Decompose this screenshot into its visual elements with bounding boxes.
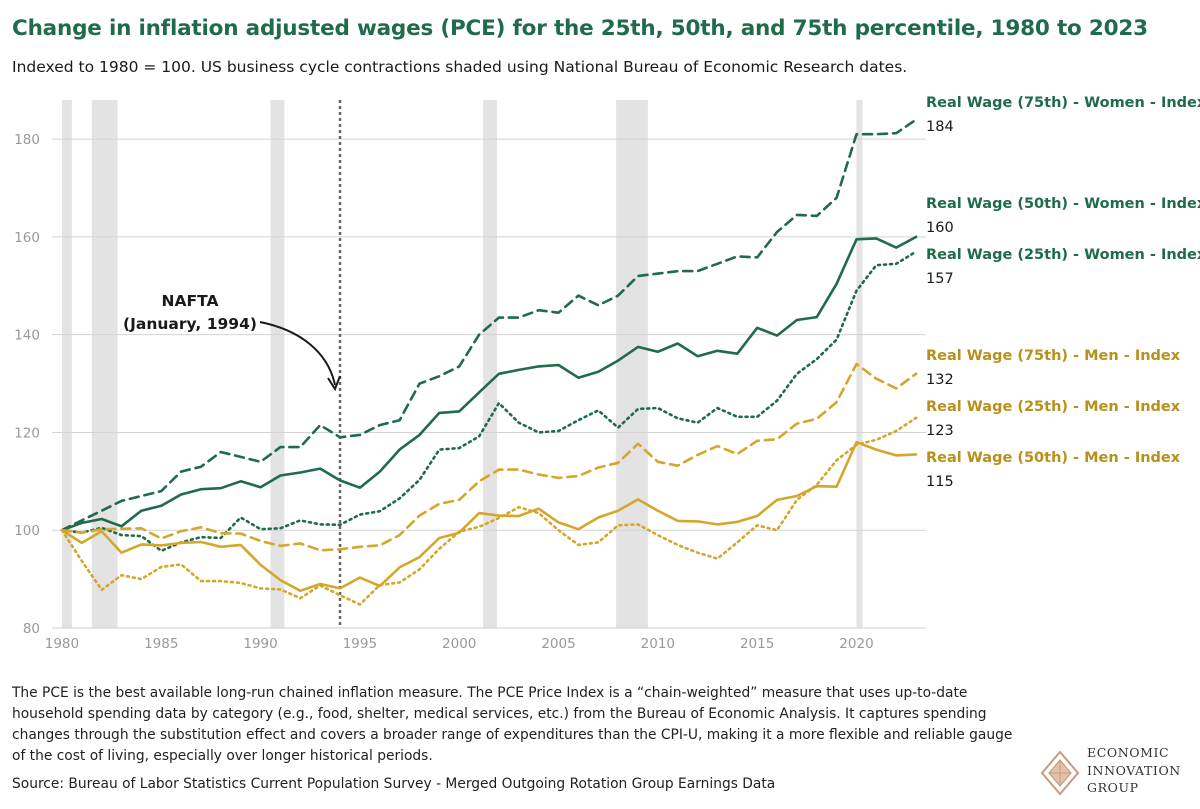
y-tick-label: 140 xyxy=(14,328,40,344)
y-tick-label: 180 xyxy=(14,132,40,148)
series-label-6: Real Wage (50th) - Men - Index xyxy=(926,450,1181,466)
series-line-6 xyxy=(60,440,918,593)
x-tick-label: 2020 xyxy=(839,636,873,652)
axis-labels: 80 100 120 140 160 180 1980 1985 1990 1995 2000 200… xyxy=(14,132,873,652)
diamond-logo-icon xyxy=(1040,750,1080,796)
y-tick-label: 100 xyxy=(14,523,40,539)
series-end-value-5: 123 xyxy=(926,423,954,439)
series-line-4 xyxy=(60,362,918,552)
chart-title: Change in inflation adjusted wages (PCE)… xyxy=(12,16,1148,41)
series-label-5: Real Wage (25th) - Men - Index xyxy=(926,399,1181,415)
series-end-value-2: 160 xyxy=(926,220,954,236)
x-tick-label: 1995 xyxy=(343,636,377,652)
series-label-2: Real Wage (50th) - Women - Index xyxy=(926,196,1200,212)
x-tick-label: 1990 xyxy=(243,636,277,652)
x-tick-label: 2010 xyxy=(641,636,675,652)
y-tick-label: 80 xyxy=(23,621,40,637)
series-end-value-3: 157 xyxy=(926,271,954,287)
recession-band-1 xyxy=(61,100,72,628)
y-tick-label: 160 xyxy=(14,230,40,246)
brand-line-3: GROUP xyxy=(1087,780,1139,795)
brand-logo-block: ECONOMIC INNOVATION GROUP xyxy=(1040,744,1190,804)
gridlines xyxy=(52,138,926,629)
series-lines xyxy=(60,118,918,606)
nafta-date-label: (January, 1994) xyxy=(123,315,257,333)
series-label-3: Real Wage (25th) - Women - Index xyxy=(926,247,1200,263)
series-line-2 xyxy=(60,235,918,532)
recession-band-3 xyxy=(270,100,285,628)
recession-band-4 xyxy=(483,100,497,628)
series-line-5 xyxy=(60,416,918,606)
series-end-value-6: 115 xyxy=(926,474,954,490)
recession-band-2 xyxy=(91,100,118,628)
x-tick-label: 2000 xyxy=(442,636,476,652)
recession-bands xyxy=(61,100,863,628)
nafta-annotation: NAFTA (January, 1994) xyxy=(123,100,342,628)
chart-subtitle: Indexed to 1980 = 100. US business cycle… xyxy=(12,58,908,76)
series-line-3 xyxy=(60,250,918,553)
nafta-label: NAFTA xyxy=(162,292,219,310)
series-labels: Real Wage (75th) - Women - Index 184 Real … xyxy=(926,95,1200,490)
series-end-value-1: 184 xyxy=(926,119,954,135)
annotation-arrow-head xyxy=(327,375,341,392)
series-line-1 xyxy=(60,118,918,532)
series-end-value-4: 132 xyxy=(926,372,954,388)
series-label-1: Real Wage (75th) - Women - Index xyxy=(926,95,1200,111)
x-tick-label: 2015 xyxy=(740,636,774,652)
x-tick-label: 1985 xyxy=(144,636,178,652)
recession-band-5 xyxy=(616,100,648,628)
brand-line-2: INNOVATION xyxy=(1087,762,1181,778)
source-line: Source: Bureau of Labor Statistics Curre… xyxy=(12,776,776,792)
brand-line-1: ECONOMIC xyxy=(1087,745,1170,760)
x-tick-label: 1980 xyxy=(45,636,79,652)
footnote: The PCE is the best available long-run c… xyxy=(12,685,1013,764)
y-tick-label: 120 xyxy=(14,425,40,441)
line-chart: 80 100 120 140 160 180 1980 1985 1990 1995 2000 200… xyxy=(14,95,1200,652)
annotation-arrow xyxy=(259,321,336,386)
x-tick-label: 2005 xyxy=(541,636,575,652)
series-label-4: Real Wage (75th) - Men - Index xyxy=(926,348,1181,364)
recession-band-6 xyxy=(856,100,863,628)
